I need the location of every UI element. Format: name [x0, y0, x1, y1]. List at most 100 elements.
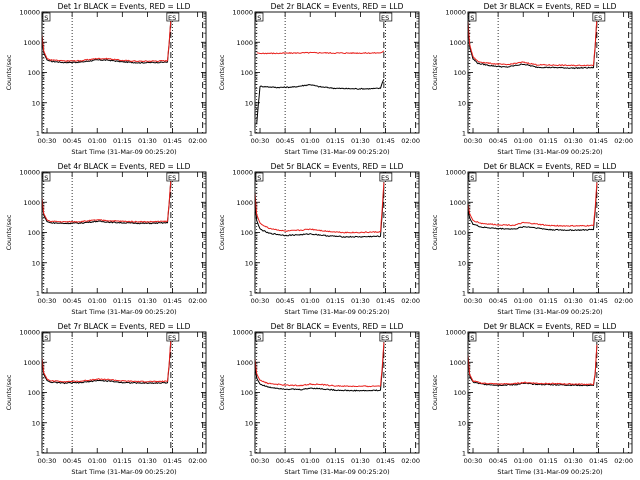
end-marker-box [379, 332, 393, 342]
end-marker-box [592, 172, 606, 182]
y-axis-label: Counts/sec [218, 214, 226, 250]
x-tick-label: 01:45 [376, 457, 395, 465]
x-tick-label: 02:00 [188, 137, 207, 145]
y-axis-label: Counts/sec [431, 214, 439, 250]
y-tick-label: 1000 [236, 39, 253, 47]
y-tick-label: 10 [458, 419, 466, 427]
x-tick-label: 00:45 [489, 137, 508, 145]
end-marker-box [592, 332, 606, 342]
x-tick-label: 00:45 [63, 457, 82, 465]
x-tick-label: 00:45 [489, 457, 508, 465]
series-lld-line [254, 182, 385, 234]
x-tick-label: 01:15 [539, 297, 558, 305]
y-tick-label: 1 [36, 290, 40, 298]
end-marker: ES [168, 334, 176, 342]
x-tick-label: 01:45 [163, 297, 182, 305]
x-tick-label: 02:00 [401, 457, 420, 465]
series-lld-line [256, 50, 385, 55]
x-tick-label: 01:30 [351, 297, 370, 305]
x-tick-label: 00:45 [276, 297, 295, 305]
series-events-line [467, 185, 598, 232]
chart-title: Det 4r BLACK = Events, RED = LLD [58, 162, 191, 171]
x-axis-label: Start Time (31-Mar-09 00:25:20) [71, 468, 176, 476]
y-tick-label: 10 [245, 259, 253, 267]
y-tick-label: 100 [28, 69, 40, 77]
x-tick-label: 01:00 [301, 137, 320, 145]
y-tick-label: 1000 [449, 39, 466, 47]
end-marker-box [166, 332, 180, 342]
x-tick-label: 02:00 [401, 297, 420, 305]
y-tick-label: 100 [28, 389, 40, 397]
plot-frame [254, 331, 420, 454]
x-axis-label: Start Time (31-Mar-09 00:25:20) [284, 468, 389, 476]
chart-title: Det 1r BLACK = Events, RED = LLD [58, 2, 191, 11]
chart-panel-7: Det 7r BLACK = Events, RED = LLD Counts/s… [0, 320, 213, 480]
x-tick-label: 01:15 [113, 457, 132, 465]
y-tick-label: 10000 [19, 329, 40, 337]
series-lld-line [254, 342, 385, 388]
end-marker-box [166, 172, 180, 182]
y-tick-label: 1000 [23, 199, 40, 207]
start-marker-box [42, 12, 51, 22]
start-marker: S [257, 174, 261, 182]
x-tick-label: 01:15 [326, 457, 345, 465]
x-tick-label: 00:30 [464, 297, 483, 305]
end-marker: ES [594, 334, 602, 342]
y-tick-label: 100 [241, 229, 253, 237]
x-tick-label: 00:45 [276, 137, 295, 145]
x-tick-label: 01:00 [301, 297, 320, 305]
y-axis-label: Counts/sec [431, 54, 439, 90]
y-tick-label: 10000 [445, 9, 466, 17]
series-events-line [254, 345, 385, 392]
end-marker-box [379, 12, 393, 22]
x-tick-label: 00:30 [38, 457, 57, 465]
x-axis-label: Start Time (31-Mar-09 00:25:20) [284, 308, 389, 316]
y-tick-label: 10000 [232, 329, 253, 337]
series-lld-line [467, 17, 598, 67]
y-axis-label: Counts/sec [218, 54, 226, 90]
start-marker: S [470, 14, 474, 22]
y-tick-label: 10 [32, 259, 40, 267]
chart-title: Det 5r BLACK = Events, RED = LLD [271, 162, 404, 171]
end-marker: ES [381, 14, 389, 22]
chart-svg: Det 9r BLACK = Events, RED = LLD Counts/s… [431, 322, 633, 476]
x-axis-label: Start Time (31-Mar-09 00:25:20) [284, 148, 389, 156]
start-marker-box [468, 12, 477, 22]
x-tick-label: 00:45 [63, 297, 82, 305]
x-tick-label: 01:45 [376, 137, 395, 145]
y-tick-label: 1000 [23, 359, 40, 367]
x-tick-label: 01:30 [138, 137, 157, 145]
chart-title: Det 3r BLACK = Events, RED = LLD [484, 2, 617, 11]
y-tick-label: 1000 [449, 199, 466, 207]
start-marker: S [470, 334, 474, 342]
x-tick-label: 02:00 [401, 137, 420, 145]
chart-svg: Det 2r BLACK = Events, RED = LLD Counts/s… [218, 2, 420, 156]
x-tick-label: 01:30 [138, 297, 157, 305]
y-tick-label: 10000 [232, 9, 253, 17]
series-events-line [467, 19, 598, 70]
y-axis-label: Counts/sec [5, 214, 13, 250]
x-tick-label: 01:15 [113, 297, 132, 305]
series-events-line [256, 78, 385, 124]
plot-frame [41, 171, 207, 294]
series-lld-line [41, 18, 172, 63]
y-axis-label: Counts/sec [5, 54, 13, 90]
y-tick-label: 1 [462, 290, 466, 298]
y-tick-label: 10000 [445, 169, 466, 177]
x-tick-label: 02:00 [614, 297, 633, 305]
x-tick-label: 01:30 [138, 457, 157, 465]
end-marker: ES [168, 174, 176, 182]
x-tick-label: 01:00 [88, 297, 107, 305]
x-tick-label: 00:45 [63, 137, 82, 145]
y-tick-label: 100 [454, 229, 466, 237]
start-marker-box [42, 172, 51, 182]
y-tick-label: 100 [454, 69, 466, 77]
x-tick-label: 01:15 [539, 457, 558, 465]
chart-panel-4: Det 4r BLACK = Events, RED = LLD Counts/s… [0, 160, 213, 320]
plot-frame [41, 11, 207, 134]
x-tick-label: 00:30 [251, 137, 270, 145]
start-marker: S [470, 174, 474, 182]
end-marker: ES [168, 14, 176, 22]
x-tick-label: 00:45 [489, 297, 508, 305]
y-tick-label: 1000 [449, 359, 466, 367]
